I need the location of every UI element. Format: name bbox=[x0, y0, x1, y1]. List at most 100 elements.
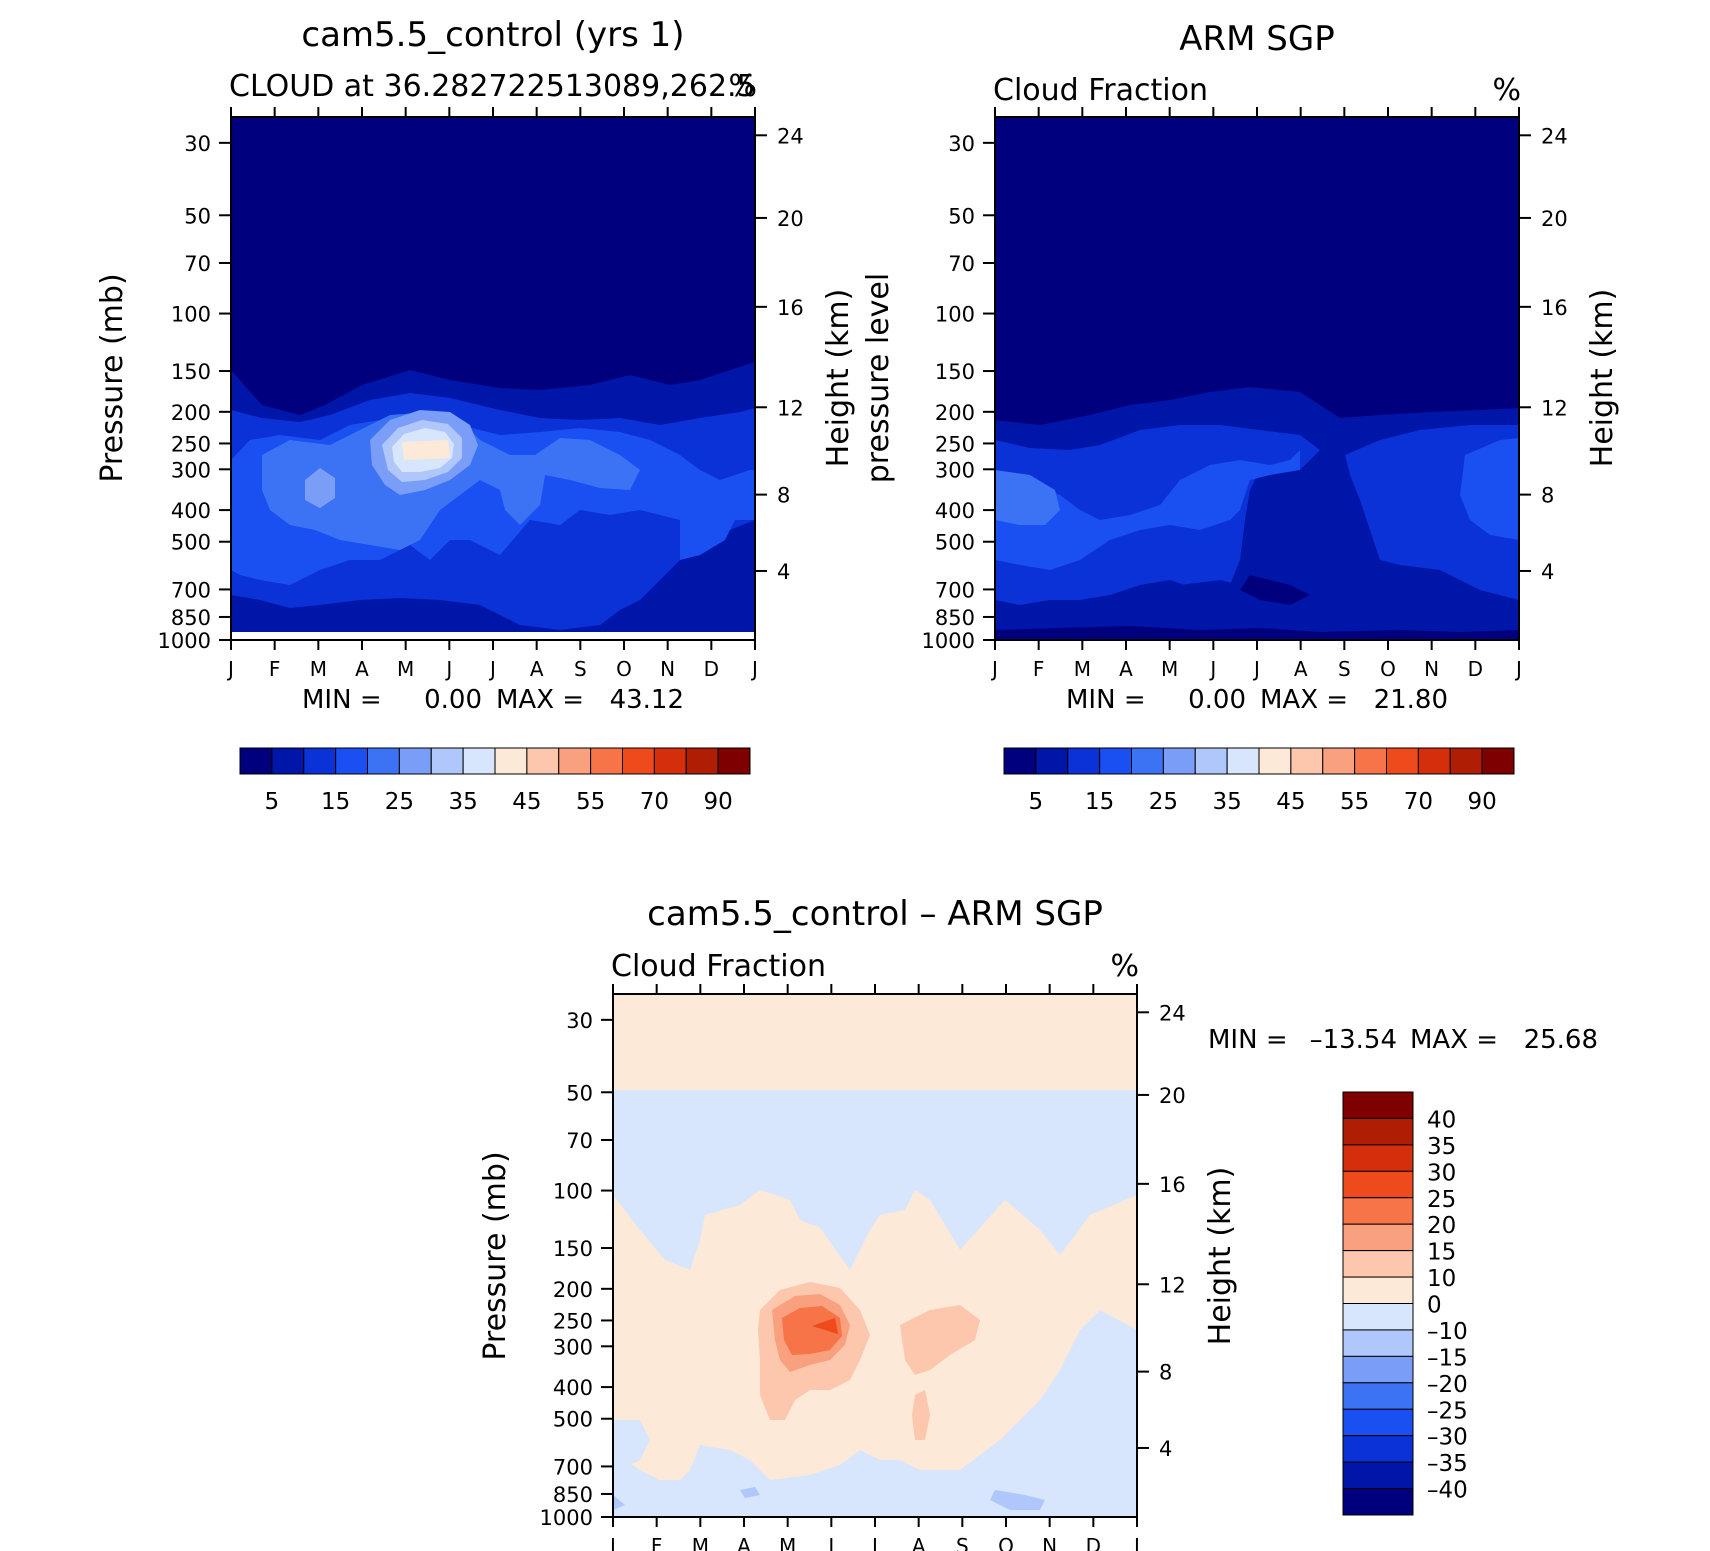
panel-model-ylabel: Pressure (mb) bbox=[95, 273, 130, 482]
y-tick-label: 250 bbox=[553, 1309, 593, 1333]
y-right-tick-label: 12 bbox=[1159, 1273, 1186, 1297]
panel-model: cam5.5_control (yrs 1) CLOUD at 36.28272… bbox=[95, 15, 856, 815]
colorbar-swatch bbox=[303, 747, 337, 775]
x-tick-label: J bbox=[1208, 657, 1216, 681]
colorbar-label: 55 bbox=[1340, 789, 1369, 815]
y-tick-label: 100 bbox=[171, 303, 211, 327]
colorbar-label: 5 bbox=[265, 789, 280, 815]
colorbar-swatch bbox=[1226, 747, 1260, 775]
panel-diff-title: cam5.5_control – ARM SGP bbox=[647, 894, 1103, 934]
y-right-tick-label: 4 bbox=[1541, 560, 1554, 584]
contour-25-30-a bbox=[305, 468, 335, 508]
y-tick-label: 150 bbox=[935, 360, 975, 384]
panel-model-title: cam5.5_control (yrs 1) bbox=[301, 15, 684, 55]
colorbar-label: 55 bbox=[576, 789, 605, 815]
contour-15-20-right bbox=[1460, 438, 1519, 540]
contour-neg10-15-b bbox=[740, 1487, 760, 1498]
panel-diff-min-label: MIN = bbox=[1208, 1025, 1288, 1055]
x-tick-label: F bbox=[269, 657, 281, 681]
contour-20-25 bbox=[262, 412, 640, 550]
y-tick-label: 850 bbox=[553, 1483, 593, 1507]
x-tick-label: J bbox=[444, 657, 452, 681]
colorbar-swatch bbox=[1342, 1408, 1414, 1437]
colorbar-swatch bbox=[1386, 747, 1419, 775]
colorbar-label: 45 bbox=[1276, 789, 1305, 815]
y-right-tick-label: 24 bbox=[1541, 124, 1568, 148]
x-tick-label: S bbox=[956, 1534, 969, 1551]
colorbar-swatch bbox=[494, 747, 528, 775]
colorbar-label: 15 bbox=[1427, 1240, 1456, 1266]
colorbar-swatch bbox=[1342, 1197, 1414, 1225]
colorbar-swatch bbox=[1131, 747, 1164, 775]
y-right-tick-label: 20 bbox=[1541, 207, 1568, 231]
missing-level-strip bbox=[231, 632, 755, 640]
y-tick-label: 500 bbox=[553, 1408, 593, 1432]
contour-40-45 bbox=[402, 440, 450, 460]
y-tick-label: 400 bbox=[171, 499, 211, 523]
colorbar-swatch bbox=[367, 747, 400, 775]
x-tick-label: S bbox=[574, 657, 587, 681]
panel-model-ylabel-right: Height (km) bbox=[821, 289, 856, 468]
y-tick-label: 1000 bbox=[158, 629, 211, 653]
x-tick-label: M bbox=[310, 657, 327, 681]
y-tick-label: 100 bbox=[935, 303, 975, 327]
panel-model-colorbar: 5 15 25 35 45 55 70 90 bbox=[239, 747, 751, 815]
y-tick-label: 250 bbox=[171, 432, 211, 456]
colorbar-label: 70 bbox=[1404, 789, 1433, 815]
panel-diff-min-value: –13.54 bbox=[1310, 1025, 1397, 1055]
y-tick-label: 850 bbox=[935, 606, 975, 630]
colorbar-label: 0 bbox=[1427, 1293, 1442, 1319]
colorbar-swatch bbox=[1322, 747, 1356, 775]
panel-model-max-label: MAX = bbox=[496, 685, 584, 715]
panel-obs-field bbox=[995, 117, 1519, 640]
colorbar-label: –10 bbox=[1427, 1319, 1468, 1345]
y-right-tick-label: 20 bbox=[1159, 1084, 1186, 1108]
colorbar-label: 10 bbox=[1427, 1266, 1456, 1292]
x-tick-label: D bbox=[1086, 1534, 1101, 1551]
panel-obs-ylabel-right: Height (km) bbox=[1585, 289, 1620, 468]
colorbar-swatch bbox=[1354, 747, 1387, 775]
x-tick-label: J bbox=[826, 1534, 834, 1551]
colorbar-swatch bbox=[653, 747, 687, 775]
colorbar-swatch bbox=[1342, 1435, 1414, 1463]
y-tick-label: 200 bbox=[553, 1278, 593, 1302]
colorbar-swatch bbox=[1342, 1488, 1414, 1516]
colorbar-swatch bbox=[622, 747, 655, 775]
x-tick-label: O bbox=[1380, 657, 1396, 681]
panel-diff-ylabel-right: Height (km) bbox=[1203, 1167, 1238, 1346]
x-tick-label: D bbox=[704, 657, 719, 681]
x-tick-label: M bbox=[692, 1534, 709, 1551]
panel-obs-max-value: 21.80 bbox=[1374, 685, 1448, 715]
colorbar-label: 20 bbox=[1427, 1213, 1456, 1239]
contour-20-25 bbox=[995, 470, 1060, 525]
y-right-tick-label: 8 bbox=[1541, 484, 1554, 508]
panel-diff-max-label: MAX = bbox=[1410, 1025, 1498, 1055]
y-right-tick-label: 12 bbox=[777, 396, 804, 420]
x-tick-label: M bbox=[397, 657, 414, 681]
contour-surface bbox=[995, 626, 1519, 640]
colorbar-label: –25 bbox=[1427, 1398, 1468, 1424]
y-tick-label: 70 bbox=[566, 1129, 593, 1153]
colorbar-swatch bbox=[1342, 1382, 1414, 1410]
y-tick-label: 500 bbox=[935, 531, 975, 555]
colorbar-label: 45 bbox=[512, 789, 541, 815]
y-tick-label: 500 bbox=[171, 531, 211, 555]
colorbar-label: 15 bbox=[1085, 789, 1114, 815]
y-right-tick-label: 8 bbox=[1159, 1361, 1172, 1385]
y-tick-label: 150 bbox=[553, 1237, 593, 1261]
y-tick-label: 400 bbox=[935, 499, 975, 523]
colorbar-label: 90 bbox=[1467, 789, 1496, 815]
x-tick-label: A bbox=[530, 657, 544, 681]
colorbar-label: –15 bbox=[1427, 1345, 1468, 1371]
y-right-tick-label: 24 bbox=[1159, 1001, 1186, 1025]
panel-diff-max-value: 25.68 bbox=[1524, 1025, 1598, 1055]
y-tick-label: 70 bbox=[184, 252, 211, 276]
x-tick-label: D bbox=[1468, 657, 1483, 681]
y-tick-label: 300 bbox=[553, 1335, 593, 1359]
colorbar-label: 25 bbox=[1427, 1187, 1456, 1213]
x-tick-label: J bbox=[1514, 657, 1522, 681]
y-tick-label: 400 bbox=[553, 1376, 593, 1400]
y-tick-label: 700 bbox=[935, 578, 975, 602]
colorbar-swatch bbox=[1342, 1276, 1414, 1304]
